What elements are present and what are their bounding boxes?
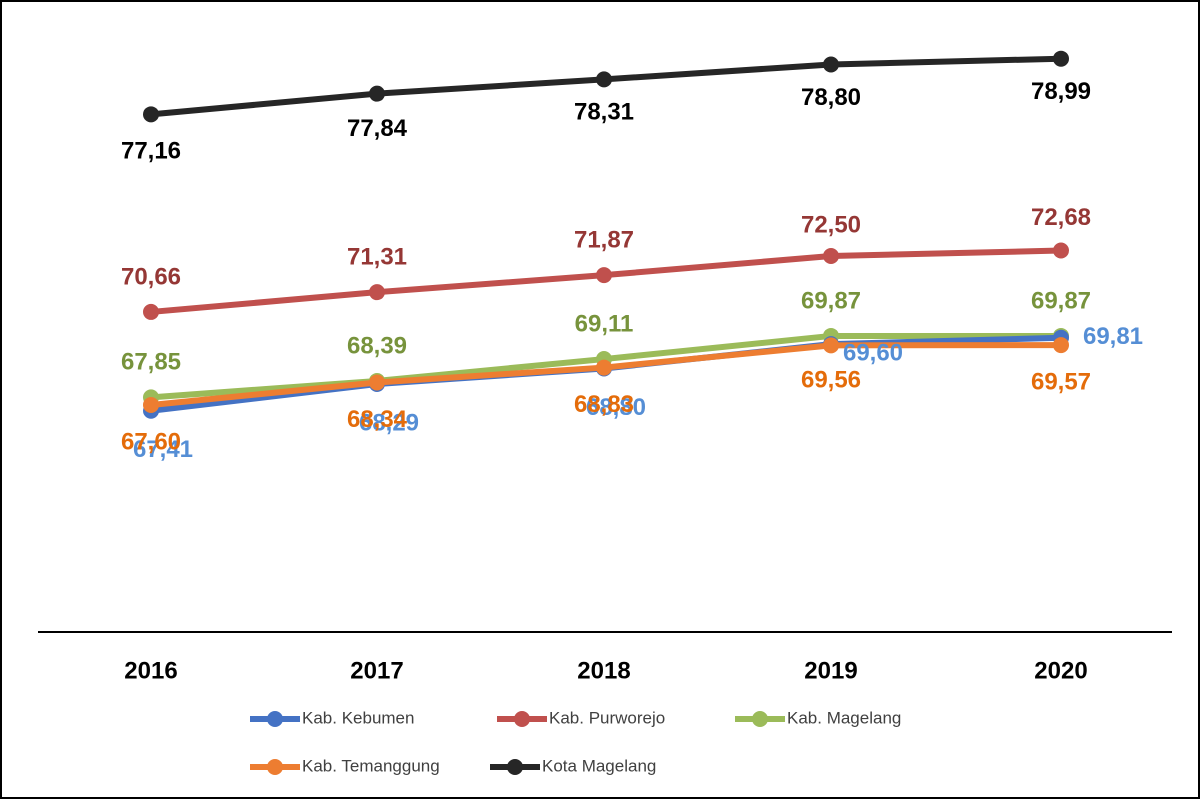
data-point	[823, 248, 839, 264]
data-point	[143, 106, 159, 123]
legend-marker	[267, 711, 283, 727]
legend-label: Kab. Kebumen	[302, 708, 414, 727]
data-label: 78,80	[801, 84, 861, 111]
data-label: 69,87	[1031, 287, 1091, 314]
data-point	[369, 85, 385, 102]
data-point	[143, 396, 159, 413]
legend-marker	[514, 711, 530, 727]
data-label: 68,29	[359, 409, 419, 436]
data-label: 69,60	[843, 340, 903, 367]
data-label: 72,50	[801, 211, 861, 238]
data-label: 68,39	[347, 332, 407, 359]
data-label: 68,83	[574, 391, 634, 418]
data-label: 69,87	[801, 287, 861, 314]
data-label: 67,85	[121, 349, 181, 376]
data-point	[143, 303, 159, 320]
data-label: 71,87	[574, 226, 634, 253]
data-label: 68,34	[347, 406, 408, 433]
legend-marker	[507, 759, 523, 775]
data-label: 77,16	[121, 138, 181, 165]
data-label: 69,56	[801, 367, 861, 394]
data-label: 68,80	[586, 394, 646, 421]
data-point	[823, 56, 839, 73]
x-tick-label: 2017	[350, 657, 403, 684]
data-point	[596, 359, 612, 376]
data-label: 77,84	[347, 115, 408, 142]
data-point	[596, 267, 612, 284]
data-label: 70,66	[121, 263, 181, 290]
data-point	[1053, 50, 1069, 67]
data-label: 78,31	[574, 99, 634, 126]
data-point	[596, 71, 612, 88]
legend-label: Kab. Temanggung	[302, 756, 440, 775]
x-tick-label: 2019	[804, 657, 857, 684]
data-label: 69,81	[1083, 323, 1143, 350]
x-tick-label: 2018	[577, 657, 630, 684]
legend-label: Kab. Magelang	[787, 708, 901, 727]
data-label: 71,31	[347, 244, 407, 271]
data-point	[369, 284, 385, 301]
data-label: 72,68	[1031, 204, 1091, 231]
data-point	[369, 374, 385, 391]
x-tick-label: 2020	[1034, 657, 1087, 684]
data-label: 69,57	[1031, 368, 1091, 395]
data-label: 67,60	[121, 428, 181, 455]
legend-marker	[752, 711, 768, 727]
legend-label: Kota Magelang	[542, 756, 656, 775]
data-label: 69,11	[575, 310, 634, 337]
data-label: 78,99	[1031, 78, 1091, 105]
data-point	[1053, 337, 1069, 354]
data-point	[823, 337, 839, 354]
data-label: 67,41	[133, 436, 193, 463]
x-tick-label: 2016	[124, 657, 177, 684]
legend-label: Kab. Purworejo	[549, 708, 665, 727]
legend-marker	[267, 759, 283, 775]
data-point	[1053, 242, 1069, 259]
